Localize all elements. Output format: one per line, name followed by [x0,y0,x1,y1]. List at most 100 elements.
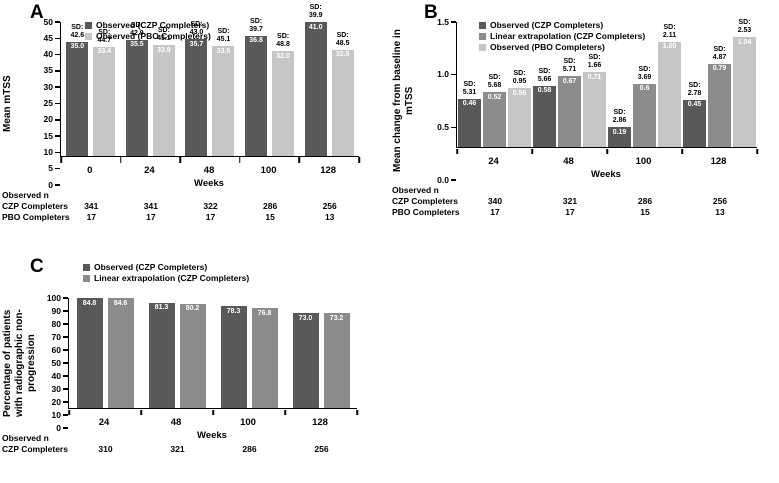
y-tick-mark [63,388,68,390]
y-tick-mark [55,167,60,170]
bar-value-label: 35.7 [189,40,204,48]
bar-value-label: 32.5 [335,51,350,59]
y-tick-mark [451,126,456,129]
sd-prefix: SD: [157,27,170,35]
table-cell: 13 [715,207,725,217]
y-tick-label: 0.5 [437,121,449,132]
sd-label: SD: 45.1 [147,27,181,43]
table-cell: 286 [637,196,653,206]
bar-value-label: 80.2 [185,305,200,313]
table-row: CZP Completers 340 321 286 256 [392,196,777,207]
x-tick-label: 48 [170,417,182,429]
y-tick-mark [55,102,60,105]
y-tick-label: 45 [43,32,53,43]
table-header-row: Observed n [2,433,400,444]
x-axis-tick [68,409,70,416]
x-axis-tick [681,148,683,154]
panel-letter-a: A [30,2,44,23]
bar-group: 0.19 SD: 2.86 0.6 SD: 3.69 1.00 SD: 2.11 [607,22,682,147]
sd-prefix: SD: [98,28,111,36]
sd-label: SD: 39.7 [239,18,273,34]
y-tick-mark [55,184,60,186]
bar-value-label: 0.19 [612,128,627,136]
y-tick-label: 40 [43,49,53,60]
bar: 0.52 SD: 5.68 [483,74,506,147]
y-axis: 0 5 10 15 20 25 30 35 40 45 50 [30,17,60,189]
x-axis-title: Weeks [591,169,621,180]
table-cells: 310 321 286 256 [70,444,358,455]
sd-label: SD: 2.53 [730,19,760,35]
bar: 1.04 SD: 2.53 [733,19,756,147]
y-tick-label: 90 [51,305,61,316]
bar-value-label: 73.0 [298,314,313,322]
sd-value: 2.86 [612,117,627,124]
y-tick-label: 40 [51,370,61,381]
y-tick-mark [55,119,60,121]
y-tick-label: 35 [43,65,53,76]
bar: 41.0 SD: 39.9 [304,4,327,156]
bar: 0.79 SD: 4.87 [708,46,731,147]
x-tick-label: 128 [710,156,727,167]
x-tick-label: 0 [87,164,93,176]
bar: 33.4 SD: 44.7 [93,29,116,156]
y-axis-label: Mean change from baseline in mTSS [392,29,415,173]
x-tick-label: 24 [144,164,155,176]
y-tick-label: 10 [43,146,53,157]
legend-swatch-icon [479,43,486,51]
sd-value: 5.66 [537,75,552,83]
legend-item: Linear extrapolation (CZP Completers) [479,31,645,41]
y-tick-label: 70 [51,331,61,342]
bar-value-label: 0.58 [537,87,552,95]
legend-label: Linear extrapolation (CZP Completers) [94,273,250,283]
bar: 84.8 [76,298,103,409]
sd-label: SD: 44.7 [87,29,121,45]
legend: Observed (CZP Completers) Linear extrapol… [479,20,645,53]
sd-label: SD: 5.31 [455,81,485,97]
table-header-row: Observed n [392,185,777,196]
legend-swatch-icon [83,274,90,282]
legend-swatch-icon [83,263,90,271]
x-axis-tick [140,409,142,416]
bar-group: 0.58 SD: 5.66 0.67 SD: 5.71 0.71 SD: 1.66 [532,22,607,147]
x-tick-label: 48 [203,164,215,176]
y-tick-label: 0.0 [437,174,449,185]
bar: 33.9 SD: 45.1 [152,27,175,156]
legend-label: Observed (PBO Completers) [96,31,211,41]
table-cells: 341 341 322 286 256 [62,201,360,212]
legend-item: Observed (CZP Completers) [85,20,211,30]
bar: 80.2 [179,303,206,409]
bar-value-label: 33.4 [97,48,112,56]
bar-value-label: 36.8 [249,37,263,45]
sd-label: SD: 48.8 [266,33,300,49]
table-cell: 286 [262,201,278,211]
y-axis-label: Mean mTSS [2,75,13,132]
bar-group: 35.7 SD: 43.0 33.5 SD: 45.1 [180,21,240,156]
sd-label: SD: 39.9 [299,4,333,20]
table-cell: 17 [86,212,97,222]
x-tick-label: 24 [488,156,499,167]
bar-group: 84.8 84.6 [69,298,141,409]
bar: 35.5 SD: 42.9 [125,22,148,156]
y-tick-label: 5 [48,163,53,174]
x-axis-tick [179,157,181,163]
legend: Observed (CZP Completers) Observed (PBO C… [85,20,211,42]
sd-prefix: SD: [130,21,143,29]
sd-prefix: SD: [538,67,551,75]
table-row: CZP Completers 310 321 286 256 [2,444,400,455]
sd-value: 2.11 [662,31,677,39]
bar: 0.71 SD: 1.66 [583,54,606,147]
sd-prefix: SD: [713,45,726,53]
table-cells: 17 17 15 13 [458,207,758,218]
bar-value-label: 76.8 [257,309,272,317]
x-axis-tick [239,157,241,163]
sd-label: SD: 5.66 [530,68,560,84]
bar: 35.7 SD: 43.0 [185,21,208,156]
x-axis-tick [212,409,214,416]
panel-c: C Percentage of patients with radiograph… [2,256,400,455]
x-axis-tick [756,148,758,154]
plot-area: Observed (CZP Completers) Observed (PBO C… [60,4,360,163]
y-tick-mark [63,323,68,325]
sd-prefix: SD: [71,23,84,31]
bar: 32.5 SD: 48.5 [331,32,354,156]
plot-column: Observed (CZP Completers) Linear extrapol… [455,19,758,180]
